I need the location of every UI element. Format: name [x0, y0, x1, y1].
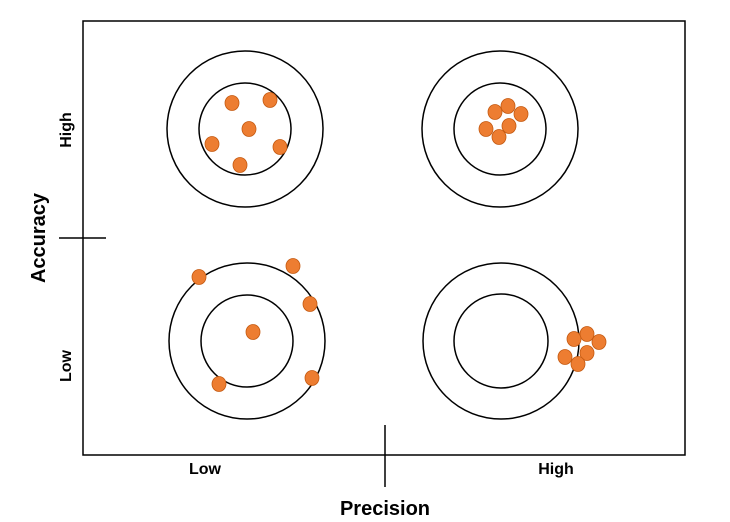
shot [570, 356, 586, 372]
shot [557, 349, 573, 365]
shot-group [204, 92, 288, 173]
outer-ring [168, 262, 326, 420]
shot [513, 106, 529, 122]
inner-ring [198, 82, 292, 176]
y-low-label: Low [58, 349, 75, 382]
shot [285, 258, 301, 274]
shot-group [191, 258, 320, 392]
shot [262, 92, 278, 108]
shot [579, 345, 595, 361]
outer-ring [421, 50, 579, 208]
shot [272, 139, 288, 155]
outer-ring [422, 262, 580, 420]
x-low-label: Low [189, 461, 222, 478]
diagram-frame [82, 20, 686, 456]
shot [579, 326, 595, 342]
outer-ring [166, 50, 324, 208]
inner-ring [453, 82, 547, 176]
shot [491, 129, 507, 145]
target-high-precision-high-accuracy [421, 50, 579, 208]
shot [304, 370, 320, 386]
shot [302, 296, 318, 312]
target-low-precision-low-accuracy [168, 258, 326, 420]
x-axis-title: Precision [340, 498, 430, 520]
shot [241, 121, 257, 137]
target-high-precision-low-accuracy [422, 262, 607, 420]
x-high-label: High [538, 461, 574, 478]
shot [478, 121, 494, 137]
shot [204, 136, 220, 152]
inner-ring [200, 294, 294, 388]
shot [224, 95, 240, 111]
shot [191, 269, 207, 285]
shot [500, 98, 516, 114]
shot [211, 376, 227, 392]
shot [245, 324, 261, 340]
shot [591, 334, 607, 350]
y-axis-title: Accuracy [28, 192, 50, 283]
shot [566, 331, 582, 347]
shot-group [478, 98, 529, 145]
shot [487, 104, 503, 120]
target-low-precision-high-accuracy [166, 50, 324, 208]
shot [232, 157, 248, 173]
inner-ring [453, 293, 549, 389]
shot-group [557, 326, 607, 372]
shot [501, 118, 517, 134]
y-high-label: High [58, 112, 75, 148]
